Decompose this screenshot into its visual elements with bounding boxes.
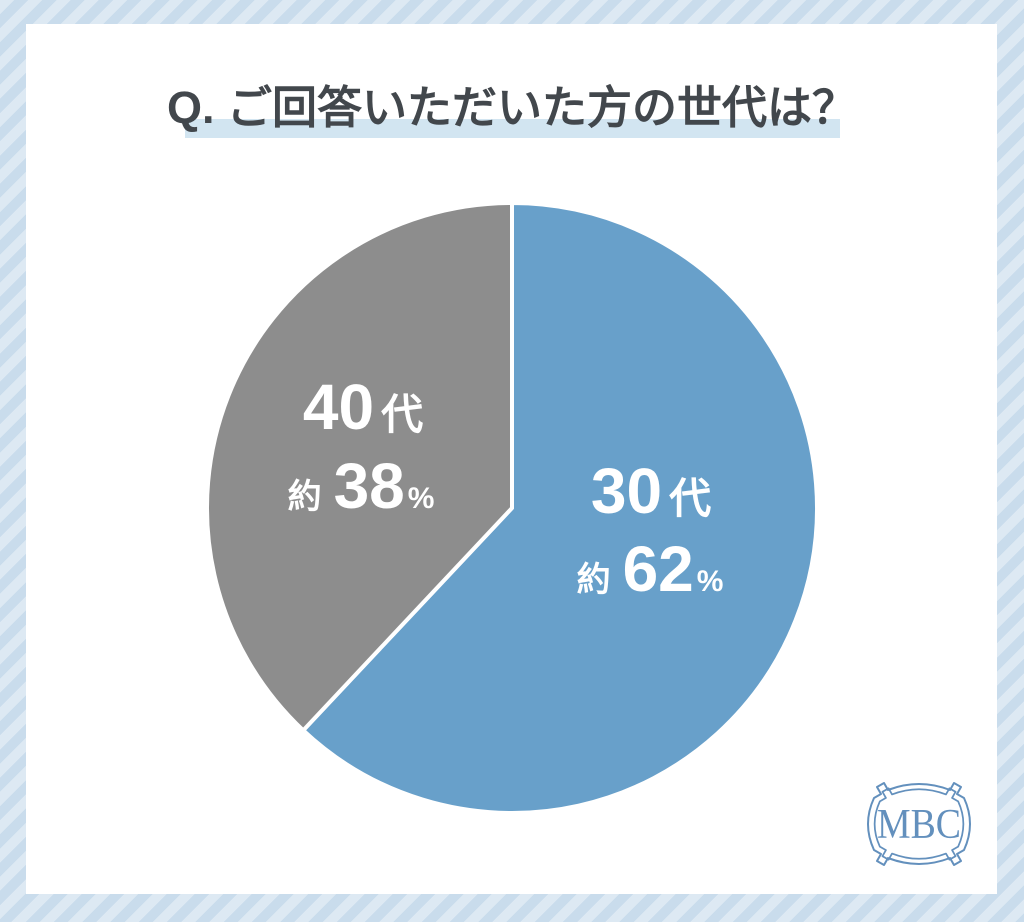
- slice-30s-approx: 約: [576, 561, 611, 599]
- slice-label-40s-value: 約 38%: [288, 454, 435, 518]
- slice-30s-percent-sign: %: [696, 565, 724, 598]
- slice-30s-generation-suffix: 代: [669, 475, 712, 522]
- slice-30s-number: 30: [590, 455, 663, 527]
- slice-40s-percent-sign: %: [407, 482, 435, 515]
- slice-label-40s-name: 40 代: [303, 375, 423, 439]
- slice-40s-value: 38: [333, 450, 405, 522]
- slice-label-30s-value: 約 62%: [577, 537, 724, 601]
- pie-chart: [205, 201, 819, 815]
- slice-40s-approx: 約: [287, 478, 322, 516]
- title-highlight-bar: [185, 119, 840, 138]
- slice-30s-value: 62: [622, 533, 694, 605]
- slice-40s-number: 40: [302, 371, 375, 443]
- page-title: Q. ご回答いただいた方の世代は？: [166, 82, 857, 133]
- slice-40s-generation-suffix: 代: [381, 391, 424, 438]
- pie-slice-40s: [205, 201, 514, 733]
- logo-text: MBC: [877, 802, 961, 848]
- pie-slice-30s: [301, 201, 819, 815]
- logo-badge-frame-outer: [867, 782, 971, 866]
- slice-label-30s-name: 30 代: [591, 459, 711, 523]
- mbc-logo: MBC: [867, 782, 971, 866]
